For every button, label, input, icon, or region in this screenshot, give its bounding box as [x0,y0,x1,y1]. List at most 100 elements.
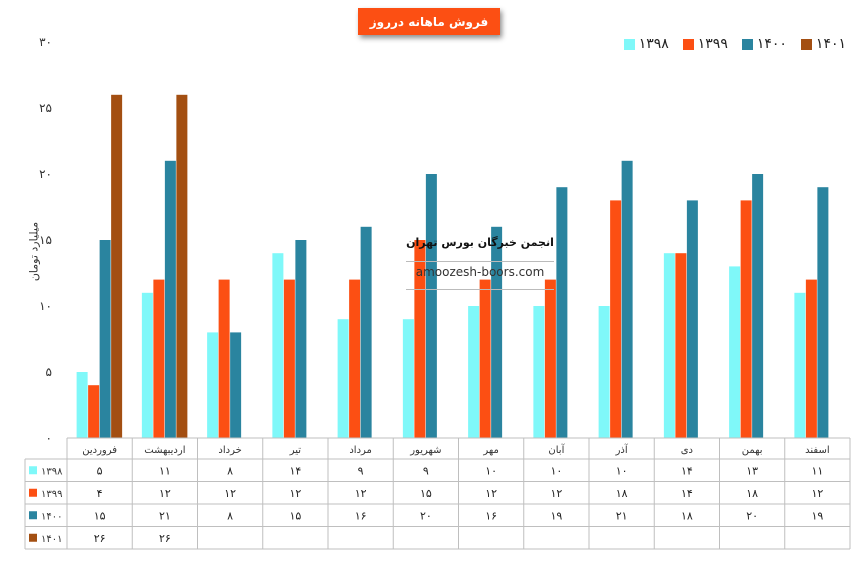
bar [337,319,349,438]
watermark-divider-top [406,261,554,262]
y-tick-label: ۳۰ [39,35,52,49]
data-label: ۸ [227,464,233,477]
bar [218,279,230,438]
x-tick-label: فروردین [82,445,117,456]
bar [295,240,307,438]
bar [740,200,752,438]
data-label: ۱۲ [550,487,562,500]
x-tick-label: بهمن [742,445,763,456]
table-series-name: ۱۳۹۸ [41,466,63,477]
bar [468,306,480,438]
bar [752,174,764,438]
bar [402,319,414,438]
legend-item-1398: ۱۳۹۸ [623,36,669,52]
bar [99,240,111,438]
data-label: ۴ [97,487,103,500]
bar [675,253,687,438]
bar [425,174,437,438]
data-label: ۱۹ [811,509,823,522]
y-tick-label: ۰ [46,431,52,445]
legend-label-1400: ۱۴۰۰ [756,36,787,52]
data-label: ۲۰ [420,509,432,522]
bar [533,306,545,438]
bar [491,226,503,438]
data-label: ۱۲ [811,487,823,500]
bar [479,279,491,438]
bar [153,279,165,438]
x-tick-label: شهریور [409,445,441,456]
bar [111,94,123,439]
x-tick-label: مهر [482,445,498,456]
data-label: ۹ [423,464,429,477]
watermark-title: انجمن خبرگان بورس تهران [406,236,554,249]
bar [729,266,741,438]
legend: ۱۴۰۱ ۱۴۰۰ ۱۳۹۹ ۱۳۹۸ [623,36,846,52]
x-tick-label: اردیبهشت [144,445,185,456]
data-label: ۲۱ [159,509,171,522]
watermark-url: amoozesh-boors.com [415,265,545,279]
table-series-name: ۱۴۰۱ [41,534,62,545]
x-tick-label: آبان [548,443,565,456]
x-tick-label: اسفند [805,445,829,456]
bar [805,279,817,438]
table-legend-swatch [29,533,37,542]
data-label: ۱۵ [94,509,106,522]
legend-swatch-1400 [741,38,753,50]
x-tick-label: آذر [615,443,629,456]
watermark-divider-bottom [406,289,554,290]
data-label: ۲۱ [616,509,628,522]
data-label: ۱۸ [746,487,758,500]
data-label: ۹ [358,464,364,477]
y-tick-label: ۵ [46,365,52,379]
x-tick-label: دی [681,445,693,456]
bar [621,160,633,439]
bar [610,200,622,438]
y-tick-label: ۱۰ [39,299,52,313]
legend-label-1401: ۱۴۰۱ [815,36,846,52]
legend-swatch-1401 [800,38,812,50]
data-label: ۱۴ [289,464,301,477]
data-label: ۵ [97,464,103,477]
data-label: ۱۰ [485,464,497,477]
bar [817,187,829,438]
y-tick-label: ۲۵ [39,101,52,115]
legend-swatch-1398 [623,38,635,50]
bar [349,279,361,438]
legend-label-1398: ۱۳۹۸ [638,36,669,52]
chart-title: فروش ماهانه درروز [358,8,500,35]
table-series-name: ۱۳۹۹ [41,489,62,500]
table-legend-swatch [29,466,37,475]
data-label: ۱۱ [159,464,171,477]
data-label: ۱۴ [681,487,693,500]
bar [360,226,372,438]
x-tick-label: خرداد [218,445,241,456]
legend-item-1401: ۱۴۰۱ [800,36,846,52]
data-label: ۱۵ [289,509,301,522]
y-tick-label: ۲۰ [39,167,52,181]
table-legend-swatch [29,488,37,497]
bar [272,253,284,438]
data-label: ۲۶ [159,532,171,545]
data-label: ۲۰ [746,509,758,522]
data-label: ۱۲ [355,487,367,500]
table-legend-swatch [29,511,37,520]
bar [544,279,556,438]
bar [794,292,806,438]
data-label: ۱۶ [355,509,367,522]
data-label: ۱۴ [681,464,693,477]
data-label: ۱۶ [485,509,497,522]
y-tick-label: ۱۵ [39,233,52,247]
legend-swatch-1399 [682,38,694,50]
data-label: ۱۰ [550,464,562,477]
data-label: ۱۳ [746,464,758,477]
data-label: ۲۶ [94,532,106,545]
bar [663,253,675,438]
data-label: ۱۵ [420,487,432,500]
bar [76,372,88,438]
data-label: ۱۸ [681,509,693,522]
data-label: ۱۸ [616,487,628,500]
x-tick-label: مرداد [349,445,372,456]
data-label: ۱۲ [224,487,236,500]
data-label: ۱۰ [616,464,628,477]
